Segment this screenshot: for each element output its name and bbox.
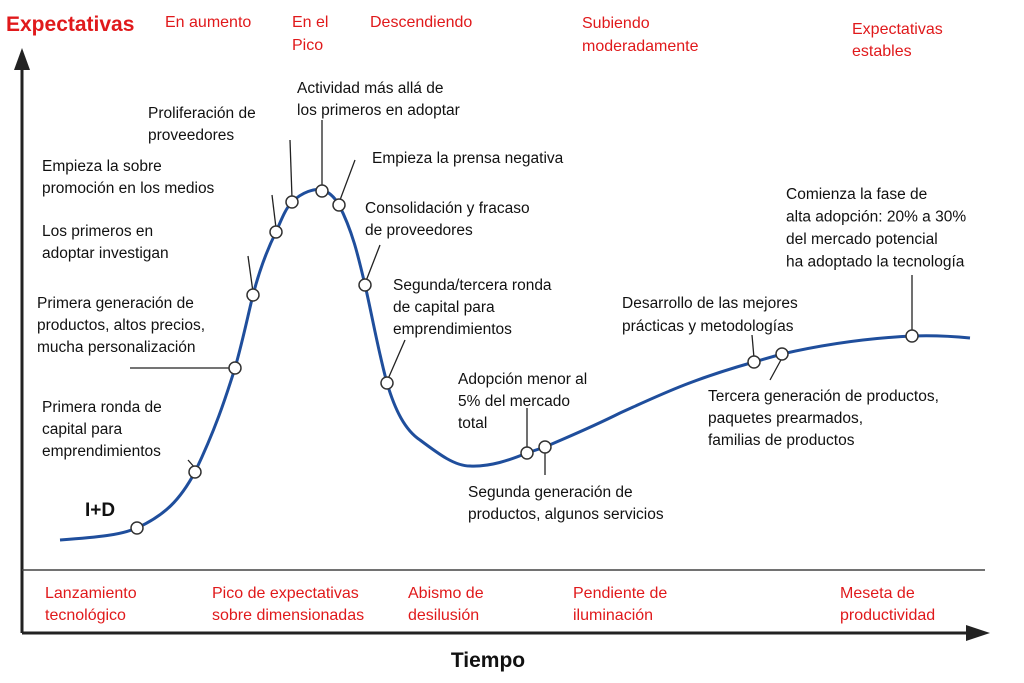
annotation-text: familias de productos	[708, 432, 855, 449]
annotation-text: los primeros en adoptar	[297, 102, 460, 119]
marker	[380, 376, 394, 390]
x-axis-arrow	[966, 625, 990, 641]
phase-label: Pendiente de	[573, 585, 667, 602]
marker	[332, 198, 346, 212]
phase-label: tecnológico	[45, 607, 126, 624]
annotation-text: paquetes prearmados,	[708, 410, 863, 427]
marker	[269, 225, 283, 239]
leader-line	[751, 334, 755, 359]
leader-line	[769, 357, 783, 381]
hype-curve	[59, 188, 971, 542]
annotation-text: Desarrollo de las mejores	[622, 295, 798, 312]
phase-label: Pico de expectativas	[212, 585, 359, 602]
curve-markers	[130, 184, 919, 535]
phase-label: desilusión	[408, 607, 479, 624]
annotation-text: de capital para	[393, 299, 495, 316]
annotation-text: Consolidación y fracaso	[365, 200, 530, 217]
leader-lines	[130, 120, 913, 475]
annotation-text: Segunda/tercera ronda	[393, 277, 552, 294]
leader-line	[339, 159, 356, 201]
annotation-text: 5% del mercado	[458, 393, 570, 410]
leader-line	[247, 255, 254, 293]
annotation-text: proveedores	[148, 127, 234, 144]
marker	[188, 465, 202, 479]
annotation-text: Proliferación de	[148, 105, 256, 122]
annotation-text: Tercera generación de productos,	[708, 388, 939, 405]
annotation-text: alta adopción: 20% a 30%	[786, 209, 966, 226]
leader-line	[365, 244, 381, 282]
annotation-text: emprendimientos	[393, 321, 512, 338]
phase-label: sobre dimensionadas	[212, 607, 364, 624]
annotation-text: ha adoptado la tecnología	[786, 254, 965, 271]
marker	[905, 329, 919, 343]
marker	[520, 446, 534, 460]
annotation-text: Actividad más allá de	[297, 80, 443, 97]
annotation-text: Primera ronda de	[42, 399, 162, 416]
phase-label: iluminación	[573, 607, 653, 624]
marker	[285, 195, 299, 209]
annotation-text: Segunda generación de	[468, 484, 633, 501]
annotation-text: adoptar investigan	[42, 245, 169, 262]
annotation-text: capital para	[42, 421, 123, 438]
annotation-text: total	[458, 415, 487, 432]
y-axis-label: Expectativas	[6, 13, 134, 36]
leader-line	[271, 194, 277, 229]
start-label: I+D	[85, 500, 115, 521]
annotation-text: Primera generación de	[37, 295, 194, 312]
stage-label: En el	[292, 14, 328, 31]
stage-label: Descendiendo	[370, 14, 472, 31]
annotation-text: mucha personalización	[37, 339, 196, 356]
phase-label: Meseta de	[840, 585, 915, 602]
annotation-text: productos, altos precios,	[37, 317, 205, 334]
annotation-text: productos, algunos servicios	[468, 506, 664, 523]
y-axis-arrow	[14, 48, 30, 70]
stage-label: Expectativas	[852, 21, 943, 38]
stage-label: En aumento	[165, 14, 251, 31]
annotation-text: prácticas y metodologías	[622, 318, 794, 335]
annotation-text: Empieza la prensa negativa	[372, 150, 564, 167]
annotation-text: emprendimientos	[42, 443, 161, 460]
phase-label: Lanzamiento	[45, 585, 137, 602]
marker	[228, 361, 242, 375]
stage-label: moderadamente	[582, 38, 699, 55]
marker	[358, 278, 372, 292]
stage-label: estables	[852, 43, 912, 60]
annotation-text: Adopción menor al	[458, 371, 587, 388]
marker	[747, 355, 761, 369]
phase-label: Abismo de	[408, 585, 484, 602]
annotation-text: Comienza la fase de	[786, 186, 927, 203]
annotation-text: Los primeros en	[42, 223, 153, 240]
marker	[315, 184, 329, 198]
leader-line	[387, 339, 406, 380]
marker	[246, 288, 260, 302]
annotation-text: de proveedores	[365, 222, 473, 239]
annotation-text: promoción en los medios	[42, 180, 215, 197]
leader-line	[289, 139, 293, 199]
stage-label: Subiendo	[582, 15, 650, 32]
marker	[538, 440, 552, 454]
annotation-text: Empieza la sobre	[42, 158, 162, 175]
x-axis-label: Tiempo	[451, 649, 525, 672]
annotation-text: del mercado potencial	[786, 231, 938, 248]
marker	[775, 347, 789, 361]
stage-label: Pico	[292, 37, 323, 54]
phase-label: productividad	[840, 607, 935, 624]
marker	[130, 521, 144, 535]
